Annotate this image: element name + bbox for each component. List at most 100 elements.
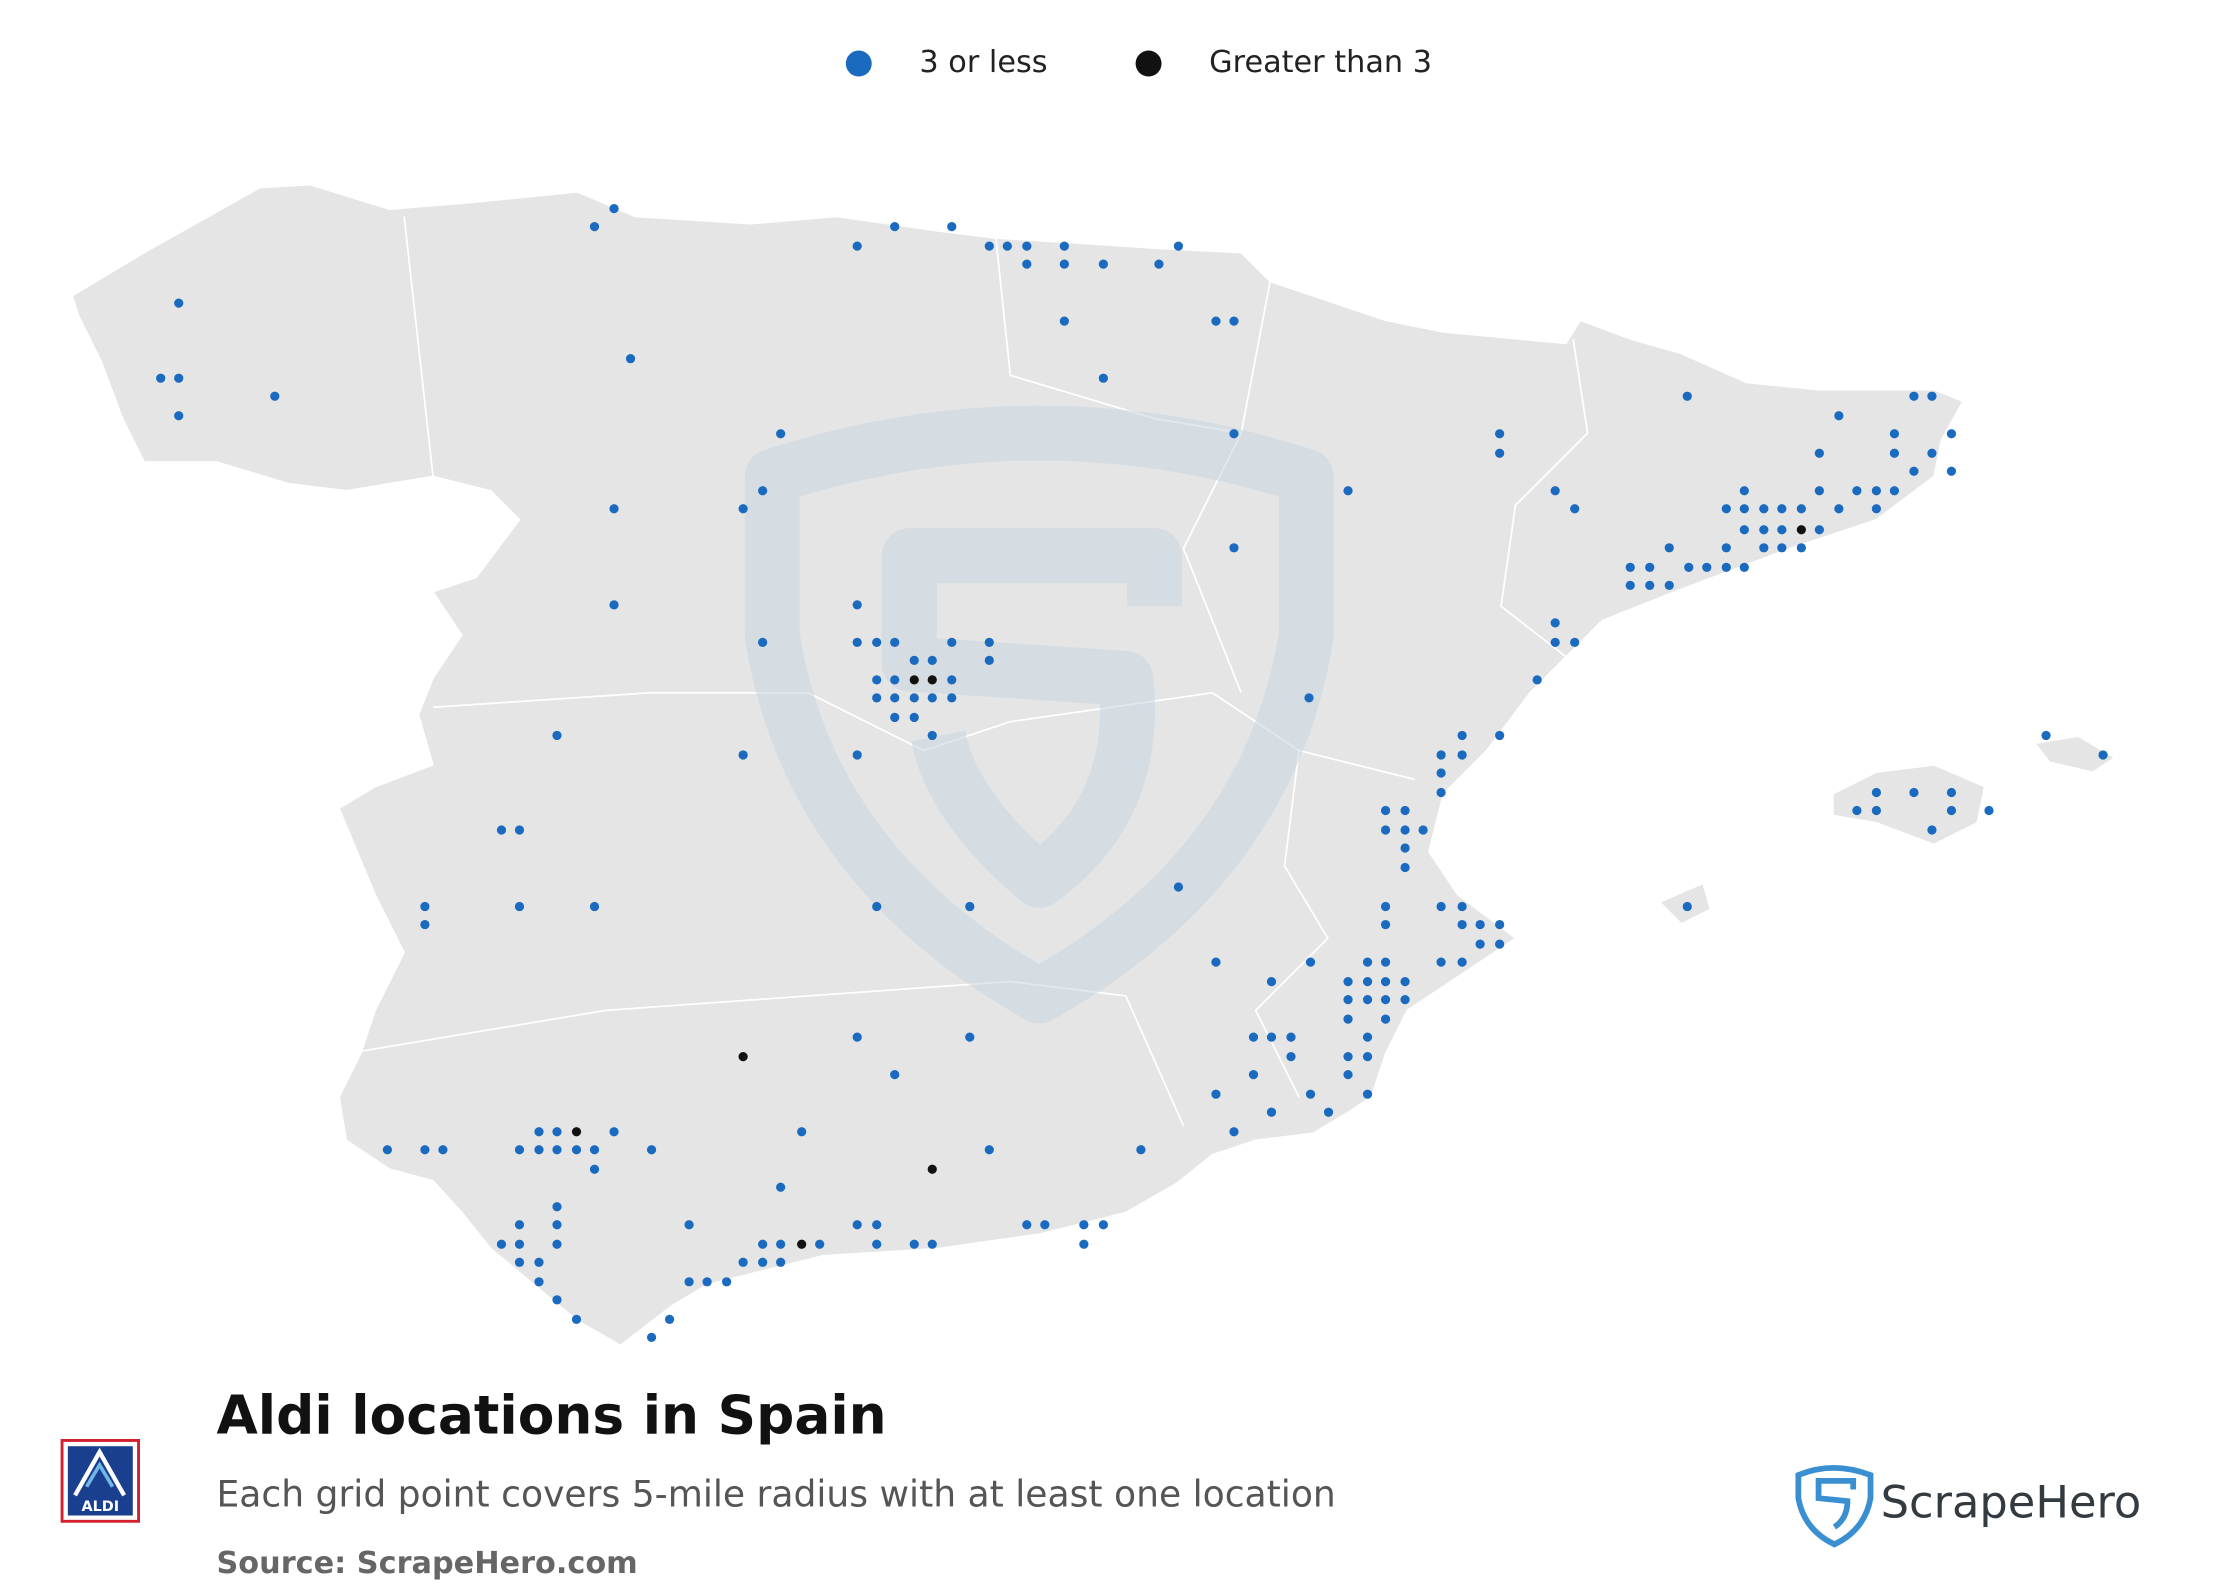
location-dot <box>1436 957 1446 967</box>
location-dot <box>1098 259 1108 269</box>
location-dot <box>1721 504 1731 514</box>
location-dot <box>1927 825 1937 835</box>
location-dot <box>1889 486 1900 496</box>
location-dot <box>609 203 619 214</box>
location-dot <box>797 1239 807 1249</box>
logo-a <box>73 1447 127 1497</box>
location-dot <box>1550 618 1560 628</box>
logo-a-stripes <box>85 1461 115 1488</box>
location-dot <box>552 1295 562 1305</box>
location-dot <box>1154 259 1164 269</box>
location-dot <box>1286 1032 1296 1042</box>
location-dot <box>1343 486 1353 496</box>
location-dot <box>758 1239 768 1249</box>
location-dot <box>702 1277 712 1287</box>
location-dot <box>758 637 768 647</box>
location-dot <box>1173 241 1184 251</box>
location-dot <box>1871 805 1882 816</box>
location-dot <box>927 730 937 741</box>
location-dot <box>927 655 937 666</box>
location-dot <box>1305 1089 1316 1099</box>
mainland <box>71 184 1964 1347</box>
location-dot <box>1625 562 1635 572</box>
location-dot <box>589 1164 600 1174</box>
location-dot <box>1362 994 1373 1005</box>
location-dot <box>552 1202 562 1212</box>
location-dot <box>1570 504 1580 514</box>
location-dot <box>947 675 957 685</box>
watermark-shield <box>744 405 1334 1024</box>
location-dot <box>1739 504 1749 514</box>
brand-name: ScrapeHero <box>1881 1475 2142 1528</box>
location-dot <box>438 1145 448 1155</box>
location-dot <box>1946 466 1957 476</box>
location-dot <box>909 1239 919 1249</box>
legend-marker <box>1135 50 1162 77</box>
brand-logo: ScrapeHero <box>1795 1465 2142 1548</box>
location-dot <box>1136 1145 1146 1155</box>
location-dot <box>872 1220 882 1230</box>
location-dot <box>514 1220 525 1230</box>
logo-inner <box>67 1446 133 1516</box>
location-dot <box>984 1145 994 1155</box>
location-dot <box>1400 994 1410 1005</box>
location-dot <box>1759 525 1769 535</box>
location-dot <box>1436 901 1446 912</box>
location-dot <box>571 1145 582 1155</box>
location-dot <box>382 1145 392 1155</box>
location-dot <box>1362 976 1373 987</box>
location-dot <box>1022 1220 1032 1230</box>
location-dot <box>1400 825 1410 835</box>
location-dot <box>514 1239 525 1249</box>
location-dot <box>1343 1070 1353 1080</box>
location-dot <box>738 504 748 514</box>
location-dot <box>1495 919 1505 930</box>
location-dot <box>984 655 994 666</box>
location-dot <box>684 1277 694 1287</box>
location-dot <box>1739 525 1749 535</box>
location-dot <box>1684 562 1694 572</box>
location-dot <box>1304 693 1314 703</box>
location-dot <box>1362 1032 1373 1042</box>
location-dot <box>852 1032 862 1042</box>
location-dot <box>514 1257 525 1267</box>
location-dot <box>1834 504 1844 514</box>
location-dot <box>1645 562 1655 572</box>
location-dot <box>174 411 184 421</box>
brand-shield <box>1795 1465 1874 1548</box>
location-dot <box>1759 543 1769 553</box>
location-dot <box>1098 373 1108 383</box>
location-dot <box>758 1257 768 1267</box>
location-dot <box>1909 391 1919 401</box>
location-dot <box>514 901 525 912</box>
location-dot <box>776 1239 786 1249</box>
location-dot <box>552 1145 562 1155</box>
location-dot <box>420 1145 430 1155</box>
location-dot <box>890 675 900 685</box>
location-dot <box>1721 562 1731 572</box>
location-dot <box>1362 957 1373 967</box>
location-dot <box>534 1145 544 1155</box>
location-dot <box>646 1332 657 1342</box>
location-dot <box>1457 730 1467 741</box>
location-dot <box>589 901 600 912</box>
location-dot <box>1475 939 1485 949</box>
location-dot <box>738 1257 748 1267</box>
location-dot <box>1946 429 1957 439</box>
location-dot <box>270 391 280 401</box>
location-dot <box>872 1239 882 1249</box>
location-dot <box>1871 486 1882 496</box>
location-dot <box>156 373 166 383</box>
source: Source: ScrapeHero.com <box>216 1546 637 1581</box>
location-dot <box>174 373 184 383</box>
location-dot <box>1343 1014 1353 1024</box>
location-dot <box>552 1239 562 1249</box>
location-dot <box>684 1220 694 1230</box>
location-dot <box>1814 486 1824 496</box>
location-dot <box>1173 882 1184 892</box>
location-dot <box>852 750 862 760</box>
border <box>1182 281 1271 694</box>
location-dots <box>156 203 2108 1342</box>
location-dot <box>1570 637 1580 647</box>
location-dot <box>1400 976 1410 987</box>
